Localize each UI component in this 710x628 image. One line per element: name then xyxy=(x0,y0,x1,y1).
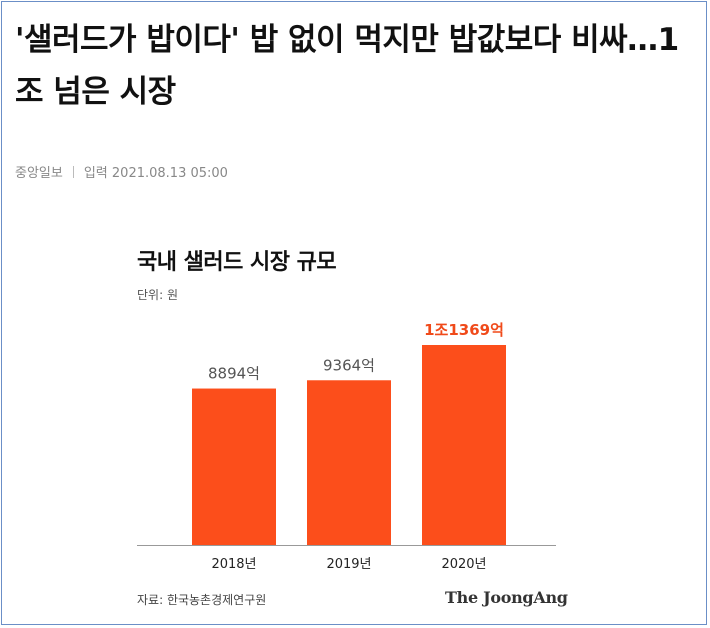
source-name[interactable]: 중앙일보 xyxy=(15,166,63,181)
date-label: 입력 xyxy=(83,166,108,181)
meta-divider xyxy=(72,166,74,178)
x-tick-label: 2018년 xyxy=(211,557,256,572)
chart-title: 국내 샐러드 시장 규모 xyxy=(137,250,337,275)
x-tick-label: 2020년 xyxy=(441,557,486,572)
publisher-logo: The JoongAng xyxy=(445,588,568,607)
x-tick-label: 2019년 xyxy=(326,557,371,572)
chart-unit: 단위: 원 xyxy=(137,288,178,302)
value-label: 9364억 xyxy=(323,356,375,374)
chart-source: 자료: 한국농촌경제연구원 xyxy=(137,593,267,607)
article-headline: '샐러드가 밥이다' 밥 없이 먹지만 밥값보다 비싸…1조 넘은 시장 xyxy=(15,22,679,110)
publish-date: 2021.08.13 05:00 xyxy=(111,166,228,181)
bar-2019년 xyxy=(307,380,391,545)
bar-2020년 xyxy=(422,345,506,545)
bar-2018년 xyxy=(192,388,276,545)
value-label: 8894억 xyxy=(208,365,260,383)
value-label: 1조1369억 xyxy=(424,321,504,339)
article-meta: 중앙일보 입력 2021.08.13 05:00 xyxy=(15,162,228,181)
